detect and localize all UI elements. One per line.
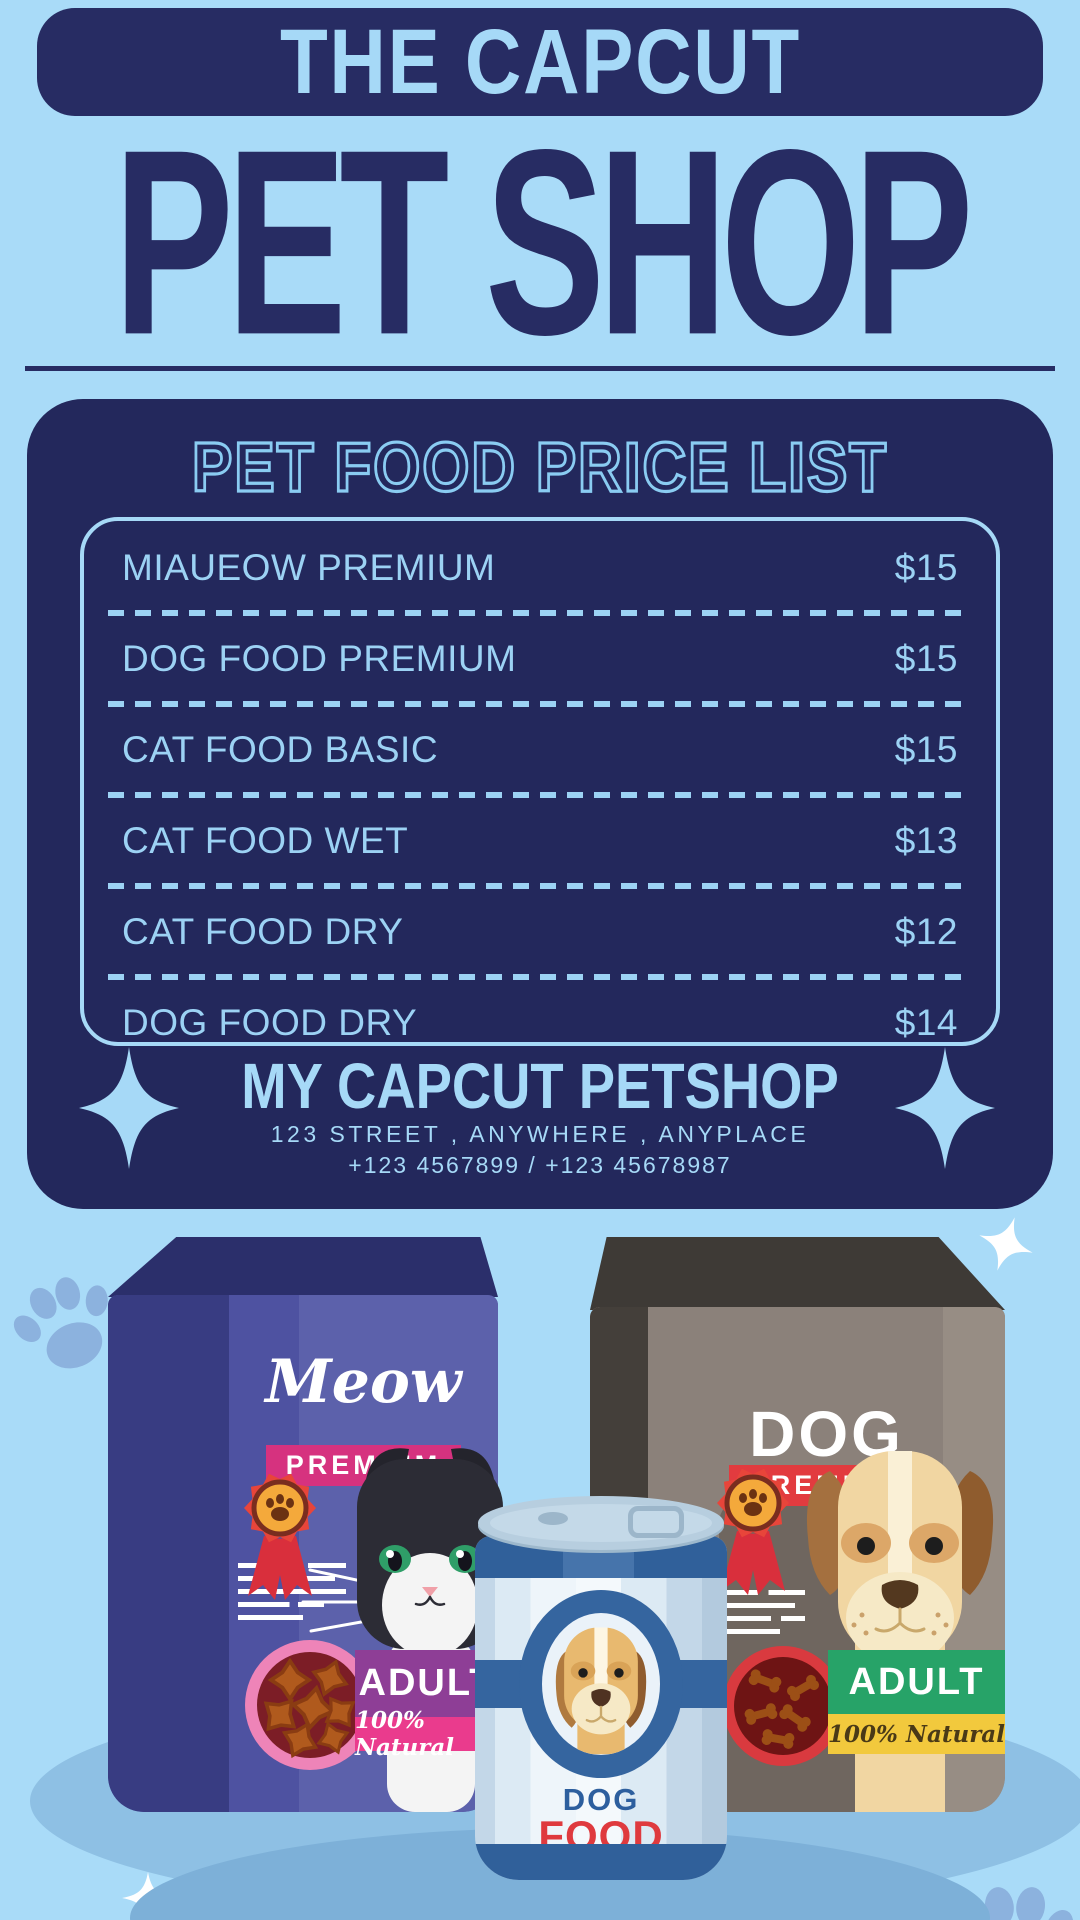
kibble-bowl-icon	[245, 1640, 375, 1770]
item-name: CAT FOOD BASIC	[122, 728, 439, 770]
award-rosette-icon	[244, 1473, 316, 1600]
bag-side-shade	[108, 1295, 229, 1812]
item-name: DOG FOOD DRY	[122, 1001, 418, 1043]
cat-tier-label: PREMIUM	[265, 1445, 462, 1486]
item-price: $15	[894, 637, 958, 679]
cat-claim-band: 100% Natural	[355, 1707, 498, 1761]
item-name: MIAUEOW PREMIUM	[122, 546, 496, 588]
bag-top-fold	[590, 1237, 1005, 1310]
cat-claim-label: 100% Natural	[355, 1707, 455, 1761]
price-row: DOG FOOD DRY $14	[84, 980, 996, 1065]
cat-brand-label: Meow	[265, 1347, 462, 1417]
item-name: CAT FOOD DRY	[122, 910, 404, 952]
row-separator	[108, 883, 972, 889]
can-lid	[478, 1496, 724, 1550]
row-separator	[108, 610, 972, 616]
item-price: $15	[894, 546, 958, 588]
dog-claim-label: 100% Natural	[828, 1720, 1005, 1748]
can-dog-face	[555, 1627, 647, 1755]
paw-print-icon	[13, 1277, 108, 1369]
price-row: CAT FOOD WET $13	[84, 798, 996, 883]
cat-brand: Meow	[229, 1347, 498, 1417]
dog-illustration	[806, 1451, 994, 1812]
sparkle-icon	[979, 1217, 1033, 1271]
kibble-bowl-icon	[723, 1646, 843, 1766]
banner-title: THE CAPCUT	[279, 10, 801, 113]
can-label-inner	[542, 1613, 660, 1755]
cat-food-bag: Meow PREMIUM	[108, 1237, 559, 1812]
dog-food-bag: DOG PREMIUM	[590, 1237, 1005, 1812]
price-table: MIAUEOW PREMIUM $15 DOG FOOD PREMIUM $15…	[80, 517, 1000, 1046]
can-bottom-band	[475, 1844, 727, 1880]
can-word1: DOG	[562, 1782, 640, 1817]
dog-food-can: DOG FOOD	[475, 1496, 727, 1880]
diamond-sparkle-icon	[895, 1047, 995, 1169]
award-rosette-icon	[717, 1468, 789, 1595]
price-list-heading: PET FOOD PRICE LIST	[191, 427, 889, 508]
row-separator	[108, 792, 972, 798]
price-row: CAT FOOD DRY $12	[84, 889, 996, 974]
banner: THE CAPCUT	[37, 8, 1043, 116]
item-price: $15	[894, 728, 958, 770]
can-body: DOG FOOD	[475, 1536, 727, 1880]
can-label-circle	[519, 1590, 683, 1778]
cat-tier: PREMIUM	[229, 1445, 498, 1486]
price-card: PET FOOD PRICE LIST MIAUEOW PREMIUM $15 …	[27, 399, 1053, 1209]
dog-age-band: ADULT	[828, 1650, 1005, 1714]
page-title: PET SHOP	[113, 95, 974, 391]
price-row: MIAUEOW PREMIUM $15	[84, 525, 996, 610]
row-separator	[108, 701, 972, 707]
price-row: DOG FOOD PREMIUM $15	[84, 616, 996, 701]
ingredient-lines	[720, 1590, 805, 1642]
item-price: $12	[894, 910, 958, 952]
dog-claim-band: 100% Natural	[828, 1714, 1005, 1754]
can-pull-tab-icon	[628, 1506, 684, 1538]
can-lid-hole	[538, 1512, 568, 1525]
shop-name: MY CAPCUT PETSHOP	[241, 1050, 839, 1122]
item-price: $14	[894, 1001, 958, 1043]
bag-top-fold	[108, 1237, 498, 1297]
price-row: CAT FOOD BASIC $15	[84, 707, 996, 792]
diamond-sparkle-icon	[79, 1047, 179, 1169]
divider-line	[25, 366, 1055, 371]
phone-line: +123 4567899 / +123 45678987	[348, 1152, 732, 1178]
cat-age-label: ADULT	[358, 1662, 495, 1704]
row-separator	[108, 974, 972, 980]
item-name: CAT FOOD WET	[122, 819, 409, 861]
dog-age-label: ADULT	[848, 1660, 985, 1703]
can-top-band	[475, 1536, 727, 1578]
cat-age-band: ADULT	[355, 1650, 498, 1717]
address-line: 123 STREET , ANYWHERE , ANYPLACE	[270, 1121, 810, 1147]
item-name: DOG FOOD PREMIUM	[122, 637, 517, 679]
item-price: $13	[894, 819, 958, 861]
